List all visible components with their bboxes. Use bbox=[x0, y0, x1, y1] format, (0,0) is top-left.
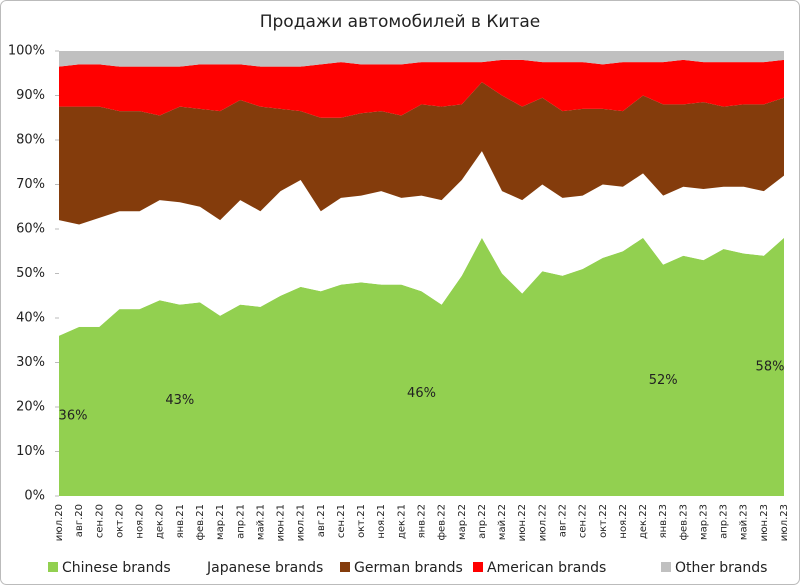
legend-swatch bbox=[193, 562, 203, 572]
x-tick-label: янв.21 bbox=[175, 504, 186, 538]
data-label: 46% bbox=[407, 386, 436, 401]
x-tick-label: дек.20 bbox=[155, 504, 166, 539]
y-tick-label: 30% bbox=[16, 355, 45, 370]
x-tick-label: июл.22 bbox=[537, 504, 548, 541]
x-tick-label: сен.21 bbox=[336, 504, 347, 538]
x-tick-label: окт.20 bbox=[114, 504, 125, 538]
x-tick-label: авг.21 bbox=[316, 504, 327, 537]
legend-label: Other brands bbox=[675, 560, 767, 576]
area bbox=[59, 51, 784, 67]
y-tick-label: 60% bbox=[16, 222, 45, 237]
x-tick-label: фев.23 bbox=[678, 504, 689, 541]
x-tick-label: дек.22 bbox=[638, 504, 649, 539]
x-tick-label: апр.22 bbox=[477, 504, 488, 539]
x-tick-label: янв.22 bbox=[417, 504, 428, 538]
area bbox=[59, 82, 784, 225]
x-tick-label: июн.23 bbox=[759, 504, 770, 541]
x-tick-label: июн.21 bbox=[276, 504, 287, 541]
x-tick-label: июн.22 bbox=[517, 504, 528, 541]
chart-title: Продажи автомобилей в Китае bbox=[260, 12, 541, 32]
x-tick-label: мар.23 bbox=[698, 504, 709, 540]
x-tick-label: ноя.22 bbox=[618, 504, 629, 539]
x-tick-label: июл.20 bbox=[54, 504, 65, 541]
x-tick-label: май.22 bbox=[497, 504, 508, 540]
y-tick-label: 10% bbox=[16, 444, 45, 459]
data-label: 52% bbox=[649, 373, 678, 388]
legend-swatch bbox=[473, 562, 483, 572]
area bbox=[59, 59, 784, 118]
x-tick-label: май.23 bbox=[739, 504, 750, 540]
x-tick-label: окт.22 bbox=[598, 504, 609, 538]
x-tick-label: сен.22 bbox=[578, 504, 589, 538]
x-tick-label: фев.22 bbox=[437, 504, 448, 541]
x-tick-label: май.21 bbox=[255, 504, 266, 540]
y-tick-label: 20% bbox=[16, 400, 45, 415]
legend-label: Chinese brands bbox=[62, 560, 171, 576]
y-tick-label: 80% bbox=[16, 133, 45, 148]
area bbox=[59, 151, 784, 336]
x-tick-label: дек.21 bbox=[396, 504, 407, 539]
y-tick-label: 0% bbox=[24, 489, 45, 504]
legend-swatch bbox=[340, 562, 350, 572]
x-tick-label: апр.23 bbox=[719, 504, 730, 539]
x-tick-label: авг.20 bbox=[74, 504, 85, 537]
x-tick-label: мар.22 bbox=[457, 504, 468, 540]
data-label: 58% bbox=[756, 359, 785, 374]
data-label: 43% bbox=[165, 393, 194, 408]
x-tick-label: июл.21 bbox=[296, 504, 307, 541]
legend-label: German brands bbox=[354, 560, 463, 576]
x-tick-label: окт.21 bbox=[356, 504, 367, 538]
legend-swatch bbox=[48, 562, 58, 572]
x-tick-label: янв.23 bbox=[658, 504, 669, 538]
data-label: 36% bbox=[59, 408, 88, 423]
legend-swatch bbox=[661, 562, 671, 572]
y-tick-label: 50% bbox=[16, 266, 45, 281]
y-tick-label: 40% bbox=[16, 311, 45, 326]
legend-label: American brands bbox=[487, 560, 606, 576]
y-tick-label: 90% bbox=[16, 88, 45, 103]
legend-label: Japanese brands bbox=[206, 560, 323, 576]
x-tick-label: мар.21 bbox=[215, 504, 226, 540]
y-tick-label: 70% bbox=[16, 177, 45, 192]
x-tick-label: июл.23 bbox=[779, 504, 790, 541]
y-tick-label: 100% bbox=[8, 44, 45, 59]
x-tick-label: сен.20 bbox=[94, 504, 105, 538]
x-tick-label: авг.22 bbox=[557, 504, 568, 537]
x-tick-label: апр.21 bbox=[235, 504, 246, 539]
x-tick-label: фев.21 bbox=[195, 504, 206, 541]
area bbox=[59, 237, 784, 496]
x-tick-label: ноя.20 bbox=[135, 504, 146, 539]
x-tick-label: ноя.21 bbox=[376, 504, 387, 539]
